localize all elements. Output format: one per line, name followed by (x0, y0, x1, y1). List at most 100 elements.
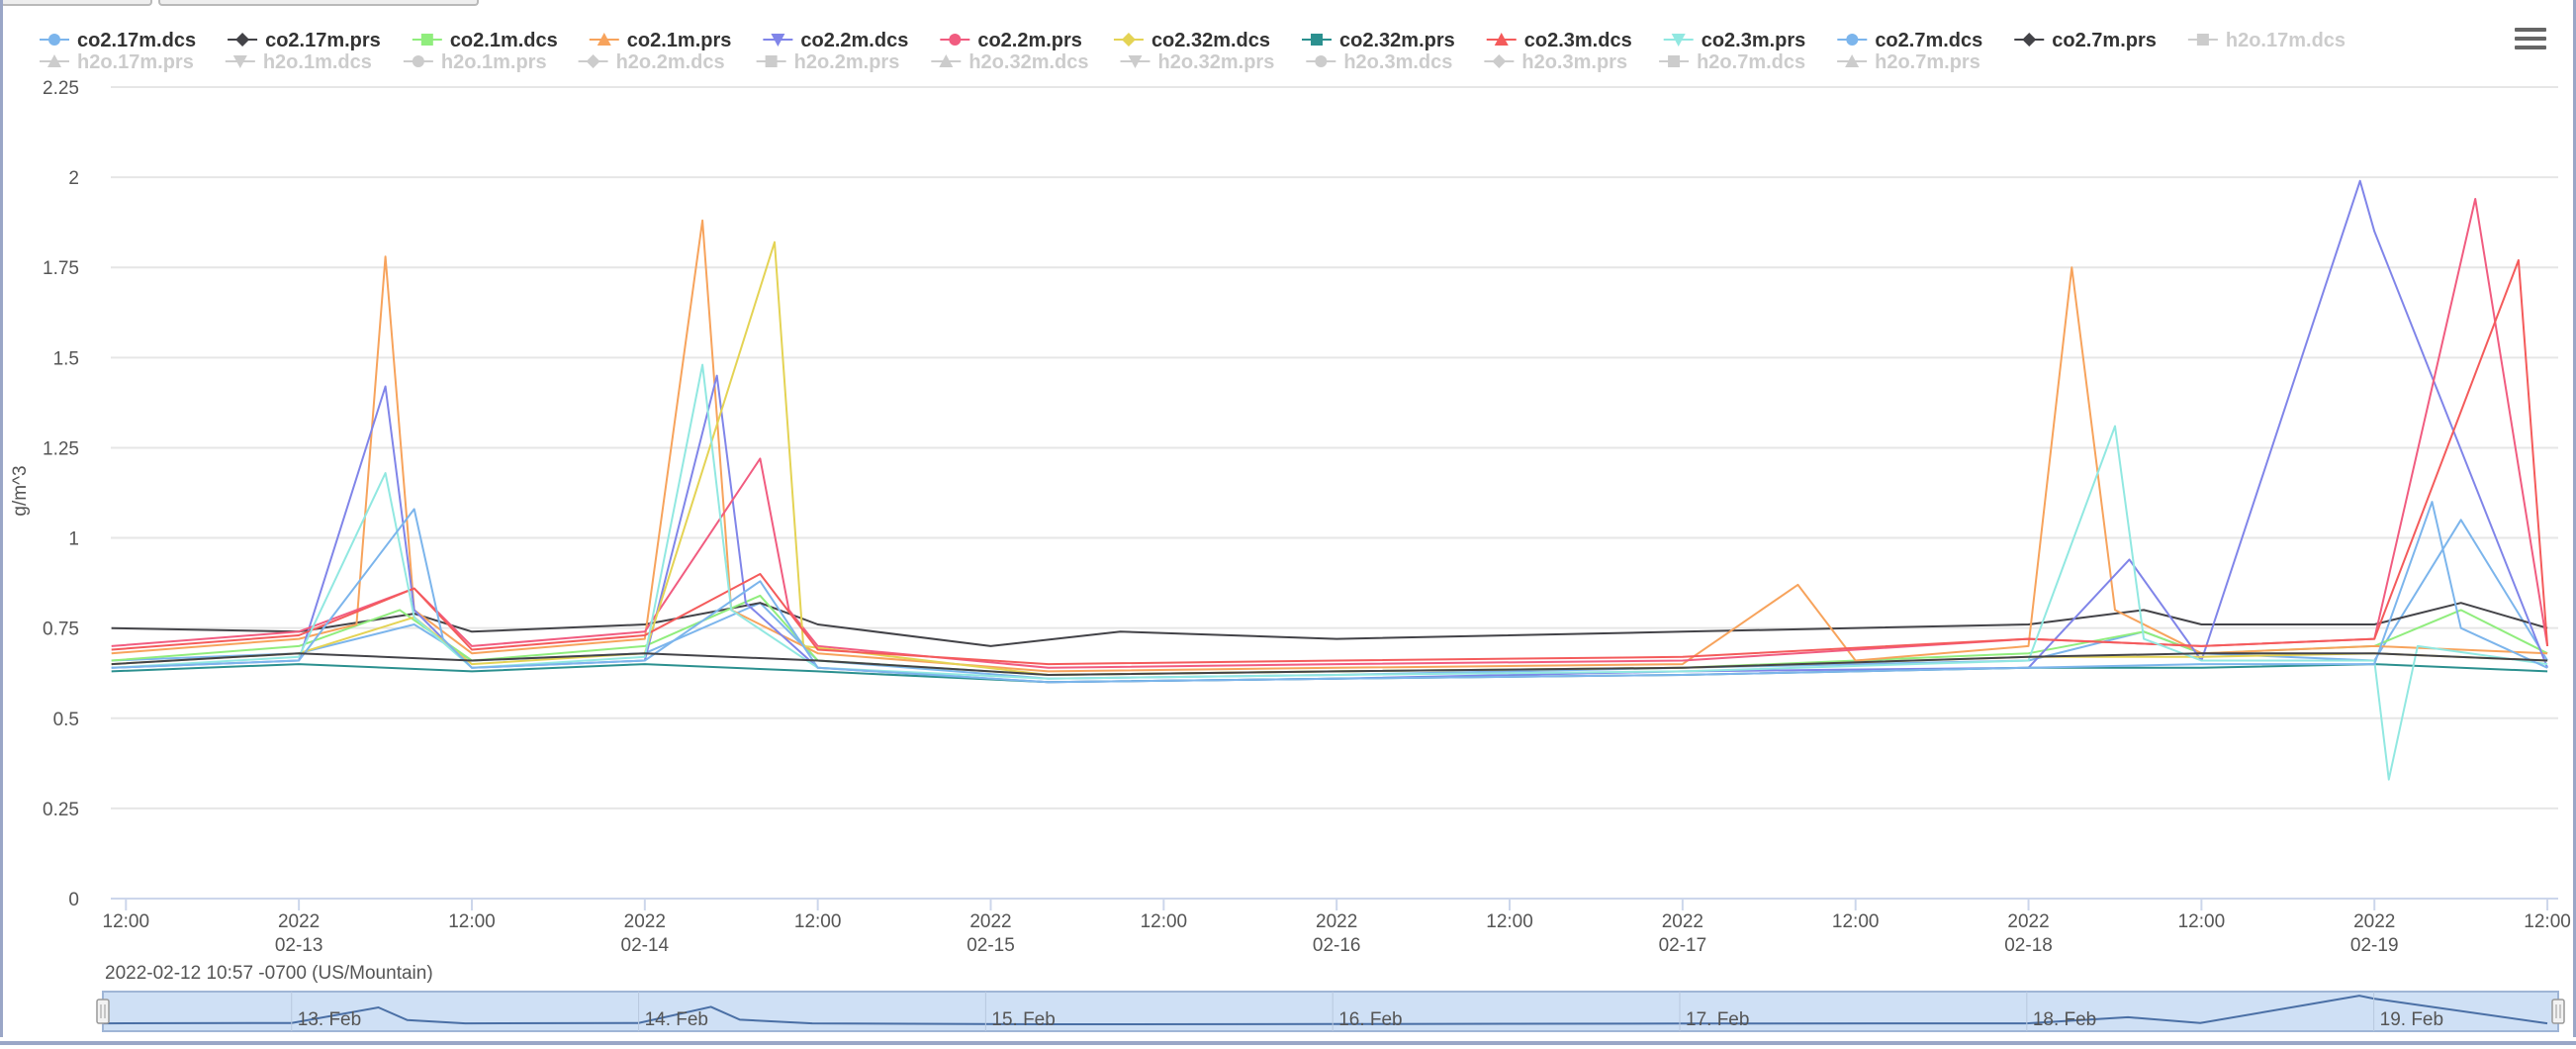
x-tick-label: 02-17 (1659, 935, 1707, 956)
timestamp-label: 2022-02-12 10:57 -0700 (US/Mountain) (105, 963, 433, 984)
legend-item-co2-7m-prs[interactable]: co2.7m.prs (2014, 30, 2157, 51)
legend-label: co2.17m.prs (265, 30, 381, 51)
series-line-co2-3m-dcs (111, 258, 2549, 666)
legend-label: h2o.7m.dcs (1697, 51, 1805, 73)
legend-label: h2o.2m.prs (794, 51, 900, 73)
x-tick-label: 2022 (278, 911, 320, 932)
navigator-selection[interactable] (102, 991, 2559, 1032)
frame-left-border (0, 0, 3, 1037)
legend-item-co2-1m-dcs[interactable]: co2.1m.dcs (412, 30, 558, 51)
x-tick-label: 12:00 (2524, 911, 2571, 932)
legend-marker (47, 54, 61, 67)
series-line-co2-7m-prs (111, 652, 2548, 676)
navigator-label: 18. Feb (2033, 1009, 2096, 1030)
legend-marker (597, 33, 611, 46)
legend-item-co2-17m-dcs[interactable]: co2.17m.dcs (40, 30, 196, 51)
legend-item-h2o-3m-dcs[interactable]: h2o.3m.dcs (1306, 51, 1452, 73)
legend-label: co2.1m.dcs (450, 30, 558, 51)
legend-item-co2-3m-prs[interactable]: co2.3m.prs (1663, 30, 1806, 51)
legend-label: co2.3m.prs (1702, 30, 1806, 51)
series-line-co2-1m-prs (111, 219, 2548, 673)
series-line-co2-3m-prs (111, 363, 2548, 781)
legend-marker (412, 55, 424, 67)
legend-item-co2-32m-prs[interactable]: co2.32m.prs (1302, 30, 1455, 51)
plot-area (111, 179, 2549, 781)
legend-marker (949, 34, 962, 46)
navigator-right-handle[interactable] (2551, 999, 2565, 1024)
series-line-co2-17m-dcs (111, 519, 2548, 680)
legend-item-co2-3m-dcs[interactable]: co2.3m.dcs (1486, 30, 1632, 51)
x-axis: 12:00 2022 02-13 12:00 2022 02-14 12:00 2022 02-… (103, 898, 2571, 956)
legend-label: co2.32m.dcs (1151, 30, 1270, 51)
window-tab[interactable] (158, 0, 479, 6)
legend-item-h2o-1m-prs[interactable]: h2o.1m.prs (403, 51, 547, 73)
legend-item-co2-32m-dcs[interactable]: co2.32m.dcs (1113, 30, 1270, 51)
x-tick-label: 12:00 (1832, 911, 1880, 932)
legend-marker (2196, 34, 2209, 46)
x-tick-label: 02-18 (2004, 935, 2053, 956)
legend-marker (1671, 34, 1686, 47)
x-tick-label: 02-14 (621, 935, 670, 956)
navigator-label: 17. Feb (1686, 1009, 1749, 1030)
navigator-label: 19. Feb (2380, 1009, 2443, 1030)
legend-marker (1494, 33, 1509, 46)
navigator-left-handle[interactable] (96, 999, 110, 1024)
chart-grid (111, 86, 2558, 900)
x-tick-label: 2022 (1662, 911, 1703, 932)
legend-marker (771, 34, 785, 47)
y-tick-label: 0.5 (53, 710, 79, 730)
legend-item-h2o-7m-dcs[interactable]: h2o.7m.dcs (1659, 51, 1805, 73)
legend-label: h2o.32m.prs (1158, 51, 1275, 73)
legend-label: h2o.17m.dcs (2226, 30, 2346, 51)
hamburger-menu-icon[interactable] (2515, 28, 2546, 53)
x-tick-label: 2022 (624, 911, 666, 932)
legend-marker (1668, 55, 1681, 67)
legend-item-h2o-2m-prs[interactable]: h2o.2m.prs (756, 51, 900, 73)
legend-marker (1315, 55, 1328, 67)
legend-marker (586, 54, 600, 68)
legend-marker (420, 34, 433, 46)
legend-item-h2o-32m-prs[interactable]: h2o.32m.prs (1120, 51, 1275, 73)
x-tick-label: 12:00 (2178, 911, 2226, 932)
x-tick-label: 02-16 (1313, 935, 1361, 956)
y-tick-label: 1.25 (43, 438, 79, 459)
legend-item-co2-2m-dcs[interactable]: co2.2m.dcs (763, 30, 908, 51)
navigator-label: 15. Feb (991, 1009, 1055, 1030)
legend-marker (1846, 34, 1859, 46)
x-tick-label: 12:00 (1141, 911, 1188, 932)
legend-item-h2o-32m-dcs[interactable]: h2o.32m.dcs (931, 51, 1089, 73)
legend-marker (232, 55, 247, 68)
y-tick-label: 1.75 (43, 258, 79, 279)
legend-marker (1311, 34, 1324, 46)
series-line-co2-2m-prs (111, 198, 2549, 669)
range-navigator[interactable]: 13. Feb 14. Feb 15. Feb 16. Feb 17. Feb 18. F… (96, 991, 2565, 1032)
legend-item-h2o-17m-dcs[interactable]: h2o.17m.dcs (2187, 30, 2346, 51)
legend-item-h2o-3m-prs[interactable]: h2o.3m.prs (1484, 51, 1627, 73)
legend-item-co2-1m-prs[interactable]: co2.1m.prs (589, 30, 732, 51)
legend-marker (1492, 54, 1507, 68)
legend-item-h2o-2m-dcs[interactable]: h2o.2m.dcs (578, 51, 725, 73)
legend-item-h2o-1m-dcs[interactable]: h2o.1m.dcs (225, 51, 372, 73)
legend-label: co2.1m.prs (627, 30, 732, 51)
legend-marker (1121, 33, 1136, 47)
y-axis-title: g/m^3 (10, 465, 31, 516)
y-tick-label: 1 (68, 529, 79, 550)
x-tick-label: 02-13 (275, 935, 323, 956)
legend-label: h2o.17m.prs (77, 51, 194, 73)
legend-marker (235, 33, 250, 47)
legend-item-co2-17m-prs[interactable]: co2.17m.prs (228, 30, 381, 51)
legend-label: co2.2m.prs (977, 30, 1082, 51)
legend-item-co2-2m-prs[interactable]: co2.2m.prs (940, 30, 1082, 51)
navigator-series-line (103, 995, 2548, 1026)
chart-legend: co2.17m.dcs co2.17m.prs co2.1m.dcs co2.1m.p… (40, 30, 2346, 73)
legend-label: h2o.32m.dcs (968, 51, 1088, 73)
x-tick-label: 02-19 (2350, 935, 2399, 956)
legend-item-h2o-7m-prs[interactable]: h2o.7m.prs (1837, 51, 1980, 73)
legend-item-h2o-17m-prs[interactable]: h2o.17m.prs (40, 51, 194, 73)
legend-item-co2-7m-dcs[interactable]: co2.7m.dcs (1837, 30, 1982, 51)
legend-marker (1128, 55, 1143, 68)
legend-label: co2.7m.dcs (1875, 30, 1982, 51)
legend-marker (48, 34, 60, 46)
y-tick-label: 2 (68, 168, 79, 189)
legend-label: h2o.3m.dcs (1343, 51, 1452, 73)
